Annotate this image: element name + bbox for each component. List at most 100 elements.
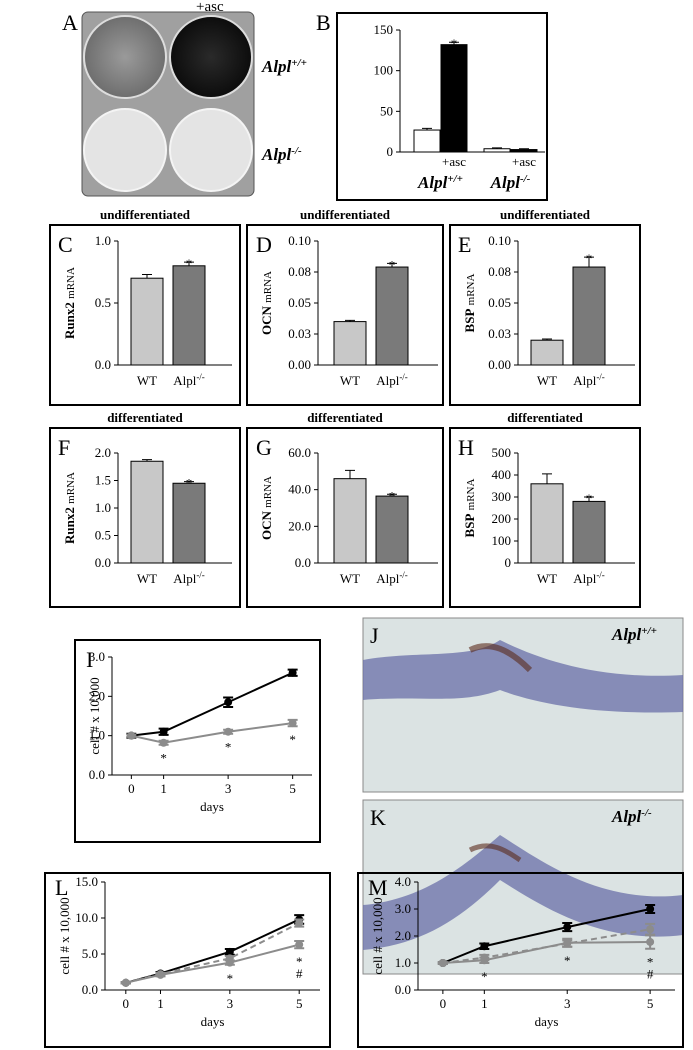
- y-tick-label: 2.0: [395, 928, 411, 943]
- y-tick-label: 2.0: [89, 688, 105, 703]
- panel-frame: [49, 224, 241, 406]
- y-label-gene: OCN: [259, 305, 274, 335]
- group-base: Alpl: [417, 173, 448, 192]
- y-axis-label: cell # x 10,000: [370, 897, 385, 974]
- error-bar: [422, 127, 432, 131]
- category: WT: [537, 571, 557, 586]
- category: WT: [340, 373, 360, 388]
- bar: [510, 149, 538, 153]
- y-tick-label: 10.0: [75, 910, 98, 925]
- y-tick-label: 0.08: [288, 264, 311, 279]
- error-bar: [519, 148, 529, 150]
- y-tick-label: 0.0: [89, 767, 105, 782]
- panel-frame: [449, 224, 641, 406]
- x-tick-label: Alpl-/-: [173, 570, 205, 586]
- y-tick-label: 0.0: [95, 555, 111, 570]
- x-tick-label: 3: [227, 996, 234, 1011]
- y-tick-label: 1.5: [95, 473, 111, 488]
- panel-frame: [246, 224, 444, 406]
- error-bar: [345, 469, 355, 479]
- y-label-unit: mRNA: [262, 476, 274, 508]
- panel-letter: E: [458, 232, 471, 257]
- category: WT: [340, 571, 360, 586]
- y-tick-label: 20.0: [288, 518, 311, 533]
- significance-mark: *: [186, 476, 193, 491]
- panel-letter: C: [58, 232, 73, 257]
- y-axis-label: OCN mRNA: [259, 476, 274, 540]
- y-tick-label: 2.0: [95, 445, 111, 460]
- panel-letter: H: [458, 435, 474, 460]
- category-sup: -/-: [399, 570, 408, 580]
- x-tick-label: WT: [340, 373, 360, 388]
- x-tick-label: 0: [128, 781, 135, 796]
- histology-photo: [362, 799, 684, 975]
- bar: [572, 500, 606, 564]
- panel-title: differentiated: [307, 410, 383, 425]
- data-point: [225, 958, 234, 967]
- panel-title: undifferentiated: [300, 207, 391, 222]
- data-point: [224, 727, 233, 736]
- bar: [375, 266, 409, 366]
- bar: [172, 265, 206, 366]
- error-bar: [345, 319, 355, 322]
- data-point: [480, 942, 489, 951]
- y-tick-label: 1.0: [95, 500, 111, 515]
- significance-mark: *: [481, 969, 488, 984]
- significance-mark: *: [586, 491, 593, 506]
- panel-letter: B: [316, 10, 331, 35]
- error-bar: [142, 273, 152, 279]
- x-axis-label: days: [201, 1014, 225, 1029]
- y-label-gene: OCN: [259, 510, 274, 540]
- bar: [413, 129, 441, 153]
- significance-mark: *: [160, 751, 167, 766]
- y-tick-label: 3.0: [395, 901, 411, 916]
- data-point: [156, 970, 165, 979]
- category-sup: -/-: [596, 372, 605, 382]
- y-tick-label: 400: [492, 467, 512, 482]
- category: Alpl: [173, 373, 197, 388]
- y-label-unit: mRNA: [65, 472, 77, 504]
- significance-mark: *: [586, 251, 593, 266]
- photo-plate: [81, 11, 255, 197]
- category: Alpl: [573, 571, 597, 586]
- significance-mark: *: [564, 953, 571, 968]
- significance-mark: *: [225, 740, 232, 755]
- y-tick-label: 0.00: [288, 357, 311, 372]
- bar: [333, 321, 367, 366]
- data-point: [159, 738, 168, 747]
- category-sup: -/-: [196, 372, 205, 382]
- y-tick-label: 0: [505, 555, 512, 570]
- error-bar: [184, 261, 194, 266]
- x-tick-label: WT: [537, 373, 557, 388]
- error-bar: [542, 338, 552, 341]
- category: WT: [137, 373, 157, 388]
- x-tick-label: Alpl-/-: [573, 570, 605, 586]
- bar: [375, 495, 409, 564]
- error-bar: [387, 262, 397, 268]
- x-tick-label: WT: [537, 571, 557, 586]
- x-tick-label: 1: [481, 996, 488, 1011]
- genotype-label: Alpl-/-: [611, 807, 652, 826]
- x-tick-label: 3: [564, 996, 571, 1011]
- category: WT: [537, 373, 557, 388]
- y-axis-label: BSP mRNA: [462, 479, 477, 538]
- histology-photo: [362, 617, 684, 793]
- photo-label: +asc: [196, 0, 224, 15]
- x-tick-label: WT: [137, 571, 157, 586]
- category: +asc: [512, 154, 536, 169]
- y-tick-label: 0.08: [488, 264, 511, 279]
- y-tick-label: 0.05: [488, 295, 511, 310]
- error-bar: [142, 459, 152, 462]
- y-tick-label: 40.0: [288, 482, 311, 497]
- category: Alpl: [376, 373, 400, 388]
- y-tick-label: 0.03: [288, 326, 311, 341]
- data-point: [127, 731, 136, 740]
- significance-mark: *: [389, 257, 396, 272]
- bar: [572, 266, 606, 366]
- bar: [130, 277, 164, 366]
- data-point: [224, 698, 233, 707]
- bar: [130, 460, 164, 564]
- y-axis-label: BSP mRNA: [462, 274, 477, 333]
- x-tick-label: +asc: [512, 154, 536, 169]
- x-axis-label: days: [200, 799, 224, 814]
